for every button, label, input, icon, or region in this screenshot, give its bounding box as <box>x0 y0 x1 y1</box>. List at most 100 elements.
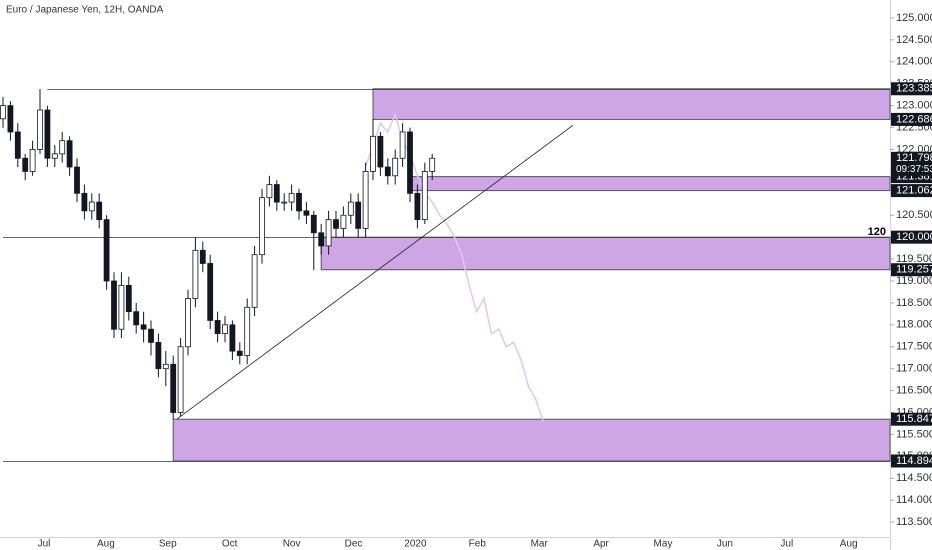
candle-body <box>429 157 436 172</box>
price-label-bg <box>891 112 932 126</box>
candle-body <box>118 284 125 330</box>
candle-body <box>29 149 36 172</box>
x-tick-label: Aug <box>97 539 115 550</box>
countdown: 09:37:53 <box>896 164 932 175</box>
candle-body <box>14 131 21 159</box>
x-tick-label: Dec <box>345 539 363 550</box>
candle-body <box>303 210 310 216</box>
candle-body <box>377 135 384 168</box>
candle-body <box>22 157 29 172</box>
y-tick-label: 124.500 <box>896 34 932 46</box>
candle-body <box>347 201 354 216</box>
price-label: 123.385 <box>896 83 932 95</box>
candle-body <box>51 153 58 159</box>
candle-body <box>88 201 95 212</box>
candle-body <box>259 197 265 256</box>
y-tick-label: 116.500 <box>896 384 932 396</box>
x-tick-label: Apr <box>593 539 609 550</box>
zone <box>372 88 891 120</box>
level-annotation: 120 <box>868 226 886 238</box>
y-tick-label: 124.000 <box>896 56 932 68</box>
x-tick-label: Jul <box>780 539 793 550</box>
x-tick-label: Jul <box>38 539 51 550</box>
candle-body <box>192 249 199 299</box>
candle-body <box>273 184 280 203</box>
y-tick-label: 114.000 <box>896 494 932 506</box>
y-tick-label: 118.000 <box>896 319 932 331</box>
y-tick-label: 118.500 <box>896 297 932 309</box>
price-label: 120.000 <box>896 231 932 243</box>
zone <box>409 176 891 192</box>
candle-body <box>96 201 103 221</box>
price-label-bg <box>891 454 932 468</box>
y-tick-label: 115.500 <box>896 428 932 440</box>
candle-body <box>199 249 206 264</box>
candle-body <box>7 105 14 133</box>
candle-body <box>384 166 391 177</box>
candle-body <box>333 219 339 229</box>
price-label-bg <box>891 184 932 198</box>
price-label-bg <box>891 82 932 96</box>
zone <box>320 236 891 271</box>
candle-body <box>229 324 236 352</box>
candle-body <box>325 219 332 247</box>
candle-body <box>155 341 162 370</box>
candle-body <box>37 109 43 150</box>
chart-title: Euro / Japanese Yen, 12H, OANDA <box>6 5 164 16</box>
candle-body <box>59 140 66 155</box>
y-tick-label: 117.000 <box>896 363 932 375</box>
candle-body <box>288 192 295 203</box>
candle-body <box>207 263 214 321</box>
candle-body <box>362 171 369 229</box>
candle-body <box>162 363 169 370</box>
candle-body <box>236 350 243 356</box>
price-label: 114.894 <box>896 455 932 467</box>
candle-body <box>66 140 73 168</box>
x-tick-label: May <box>654 539 673 550</box>
candle-body <box>310 214 317 234</box>
zone <box>172 418 891 462</box>
price-label: 115.847 <box>896 413 932 425</box>
candle-body <box>370 135 376 172</box>
candle-body <box>133 311 140 326</box>
y-tick-label: 113.500 <box>896 516 932 528</box>
candle-body <box>399 131 406 159</box>
candle-body <box>81 192 88 212</box>
candle-body <box>318 232 325 247</box>
y-tick-label: 119.000 <box>896 275 932 287</box>
x-tick-label: Nov <box>283 539 301 550</box>
last-price-label: 121.798 <box>896 152 932 164</box>
candle-body <box>0 105 6 120</box>
candle-body <box>251 254 258 308</box>
price-label: 122.686 <box>896 113 932 125</box>
last-price-bg <box>891 151 932 176</box>
candle-body <box>355 201 362 229</box>
candle-body <box>170 363 177 413</box>
candle-body <box>407 131 413 194</box>
candle-body <box>44 109 51 159</box>
candle-body <box>244 306 251 356</box>
y-tick-label: 119.500 <box>896 253 932 265</box>
price-label-bg <box>891 263 932 277</box>
x-tick-label: Feb <box>469 539 487 550</box>
y-tick-label: 123.000 <box>896 100 932 112</box>
x-tick-label: Sep <box>159 539 177 550</box>
candle-body <box>296 192 302 212</box>
y-tick-label: 120.500 <box>896 209 932 221</box>
candle-body <box>214 320 221 334</box>
candle-body <box>392 157 399 177</box>
price-label: 119.257 <box>896 264 932 276</box>
y-tick-label: 125.000 <box>896 12 932 24</box>
trendline <box>176 125 574 420</box>
x-tick-label: Mar <box>531 539 549 550</box>
candle-body <box>148 328 154 343</box>
x-tick-label: 2020 <box>404 539 427 550</box>
candle-body <box>140 324 147 330</box>
candle-body <box>74 166 80 194</box>
candle-body <box>125 284 132 313</box>
candle-body <box>421 171 428 221</box>
projection-line <box>364 112 544 422</box>
x-tick-label: Aug <box>840 539 858 550</box>
candle-body <box>266 184 273 199</box>
